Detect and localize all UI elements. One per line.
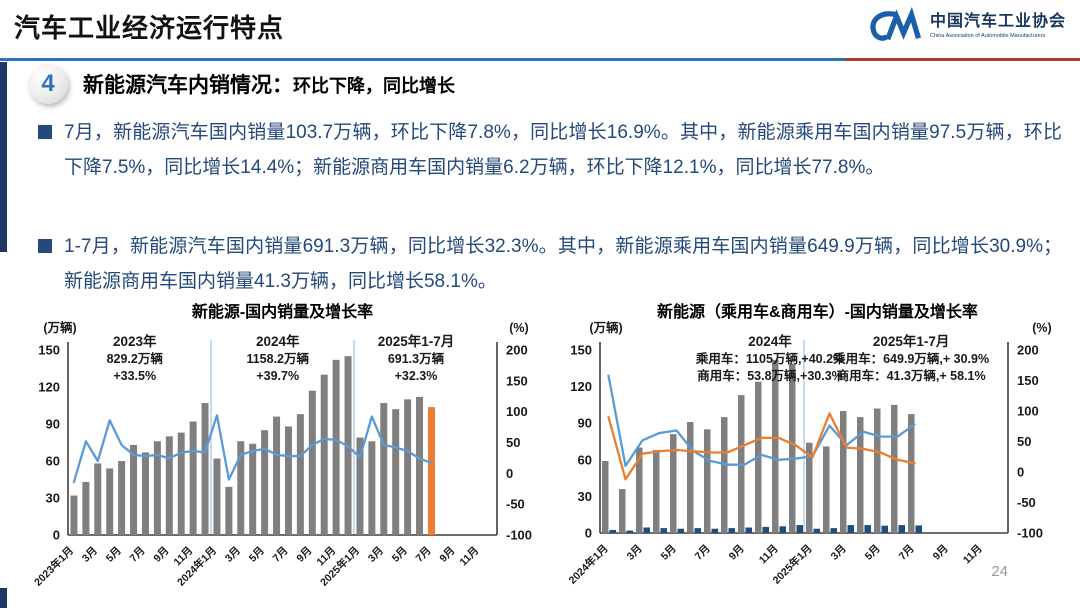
bullet-square-icon	[38, 239, 52, 253]
svg-text:150: 150	[570, 343, 592, 358]
svg-text:7月: 7月	[128, 545, 148, 565]
svg-text:1158.2万辆: 1158.2万辆	[246, 351, 309, 366]
svg-text:2024年1月: 2024年1月	[566, 542, 611, 587]
svg-text:+32.3%: +32.3%	[395, 369, 438, 383]
chart2-title: 新能源（乘用车&商用车）-国内销量及增长率	[657, 304, 978, 321]
svg-text:2025年1-7月: 2025年1-7月	[378, 333, 455, 349]
svg-text:0: 0	[53, 528, 60, 543]
svg-text:7月: 7月	[897, 543, 917, 563]
bullet-text-1: 7月，新能源汽车国内销量103.7万辆，环比下降7.8%，同比增长16.9%。其…	[64, 122, 1062, 178]
svg-text:9月: 9月	[727, 543, 747, 563]
svg-text:乘用车：649.9万辆,+ 30.9%: 乘用车：649.9万辆,+ 30.9%	[832, 351, 989, 366]
svg-text:11月: 11月	[961, 543, 985, 567]
svg-text:7月: 7月	[271, 545, 291, 565]
svg-text:30: 30	[578, 489, 592, 504]
svg-text:90: 90	[578, 416, 592, 431]
svg-text:200: 200	[1017, 343, 1039, 358]
svg-text:5月: 5月	[659, 543, 679, 563]
page-title: 汽车工业经济运行特点	[14, 13, 285, 43]
svg-text:-50: -50	[1017, 495, 1036, 510]
svg-text:2024年: 2024年	[256, 333, 300, 349]
caam-logo: 中国汽车工业协会 China Association of Automobile…	[864, 4, 1066, 48]
svg-text:150: 150	[506, 373, 528, 388]
svg-text:2025年1-7月: 2025年1-7月	[873, 333, 950, 349]
svg-text:0: 0	[1017, 465, 1024, 480]
section-title: 新能源汽车内销情况：	[83, 74, 293, 97]
svg-text:-50: -50	[506, 497, 525, 512]
svg-text:3月: 3月	[829, 543, 849, 563]
svg-text:100: 100	[506, 404, 528, 419]
svg-text:商用车：53.8万辆,+30.3%: 商用车：53.8万辆,+30.3%	[697, 368, 843, 383]
section-subtitle: 环比下降，同比增长	[293, 76, 455, 96]
svg-text:7月: 7月	[693, 543, 713, 563]
svg-text:60: 60	[578, 452, 592, 467]
svg-text:829.2万辆: 829.2万辆	[107, 351, 164, 366]
svg-text:90: 90	[46, 417, 60, 432]
svg-text:-100: -100	[506, 528, 532, 543]
svg-text:+39.7%: +39.7%	[256, 369, 299, 383]
svg-text:9月: 9月	[294, 545, 314, 565]
svg-text:120: 120	[570, 379, 592, 394]
svg-text:5月: 5月	[247, 545, 267, 565]
svg-text:0: 0	[585, 526, 592, 541]
svg-text:30: 30	[46, 491, 60, 506]
logo-name-en: China Association of Automobile Manufact…	[929, 32, 1046, 39]
svg-text:3月: 3月	[223, 545, 243, 565]
header-divider-red	[845, 58, 1080, 61]
svg-text:+33.5%: +33.5%	[113, 369, 156, 383]
caam-logo-icon	[870, 6, 921, 41]
svg-text:(%): (%)	[509, 321, 528, 335]
svg-text:2023年1月: 2023年1月	[31, 544, 76, 589]
svg-text:9月: 9月	[437, 545, 457, 565]
svg-text:5月: 5月	[104, 545, 124, 565]
svg-text:(万辆): (万辆)	[43, 320, 76, 335]
svg-text:3月: 3月	[366, 545, 386, 565]
svg-text:0: 0	[506, 466, 513, 481]
svg-text:3月: 3月	[625, 543, 645, 563]
svg-text:9月: 9月	[151, 545, 171, 565]
bullet-paragraph-1: 7月，新能源汽车国内销量103.7万辆，环比下降7.8%，同比增长16.9%。其…	[38, 116, 1062, 185]
svg-text:50: 50	[506, 435, 520, 450]
bullet-paragraph-2: 1-7月，新能源汽车国内销量691.3万辆，同比增长32.3%。其中，新能源乘用…	[38, 230, 1062, 299]
section-number-badge: 4	[28, 64, 68, 104]
svg-text:120: 120	[38, 380, 60, 395]
left-accent-bar	[0, 62, 7, 252]
svg-text:(%): (%)	[1032, 321, 1051, 335]
nev-total-chart-canvas: 150 120 90 60 30 0 200 150 100 50 0 -50 -100 (万辆) (%) 2…	[31, 320, 532, 589]
svg-text:3月: 3月	[80, 545, 100, 565]
svg-text:9月: 9月	[931, 543, 951, 563]
svg-text:乘用车：1105万辆,+40.2%: 乘用车：1105万辆,+40.2%	[695, 351, 844, 366]
svg-text:60: 60	[46, 454, 60, 469]
svg-text:150: 150	[1017, 373, 1039, 388]
svg-text:200: 200	[506, 343, 528, 358]
bottom-left-accent	[0, 588, 7, 608]
header-divider	[0, 58, 1080, 61]
svg-text:2023年: 2023年	[113, 333, 157, 349]
svg-text:11月: 11月	[457, 545, 481, 569]
chart-nev-pv-cv-sales: 150 120 90 60 30 0 200 150 100 50 0 -50 -100 (万辆) (%) 2…	[555, 296, 1080, 608]
svg-text:150: 150	[38, 343, 60, 358]
chart1-title: 新能源-国内销量及增长率	[191, 304, 374, 321]
bullet-text-2: 1-7月，新能源汽车国内销量691.3万辆，同比增长32.3%。其中，新能源乘用…	[64, 236, 1062, 292]
chart-nev-domestic-sales: 150 120 90 60 30 0 200 150 100 50 0 -50 -100 (万辆) (%) 2…	[10, 296, 555, 608]
svg-text:50: 50	[1017, 434, 1031, 449]
svg-text:-100: -100	[1017, 526, 1043, 541]
svg-text:11月: 11月	[757, 543, 781, 567]
svg-text:5月: 5月	[863, 543, 883, 563]
svg-text:2024年: 2024年	[748, 333, 792, 349]
nev-pv-cv-chart-canvas: 150 120 90 60 30 0 200 150 100 50 0 -50 -100 (万辆) (%) 2…	[566, 320, 1052, 587]
bullet-square-icon	[38, 125, 52, 139]
header-divider-blue	[0, 58, 845, 61]
logo-name-cn: 中国汽车工业协会	[929, 13, 1066, 31]
svg-text:7月: 7月	[414, 545, 434, 565]
section-heading: 4 新能源汽车内销情况：环比下降，同比增长	[28, 64, 455, 104]
svg-text:5月: 5月	[390, 545, 410, 565]
page-number: 24	[991, 563, 1008, 580]
svg-text:691.3万辆: 691.3万辆	[388, 351, 445, 366]
svg-text:商用车：41.3万辆,+ 58.1%: 商用车：41.3万辆,+ 58.1%	[837, 368, 986, 383]
svg-text:(万辆): (万辆)	[589, 320, 622, 335]
svg-text:100: 100	[1017, 404, 1039, 419]
